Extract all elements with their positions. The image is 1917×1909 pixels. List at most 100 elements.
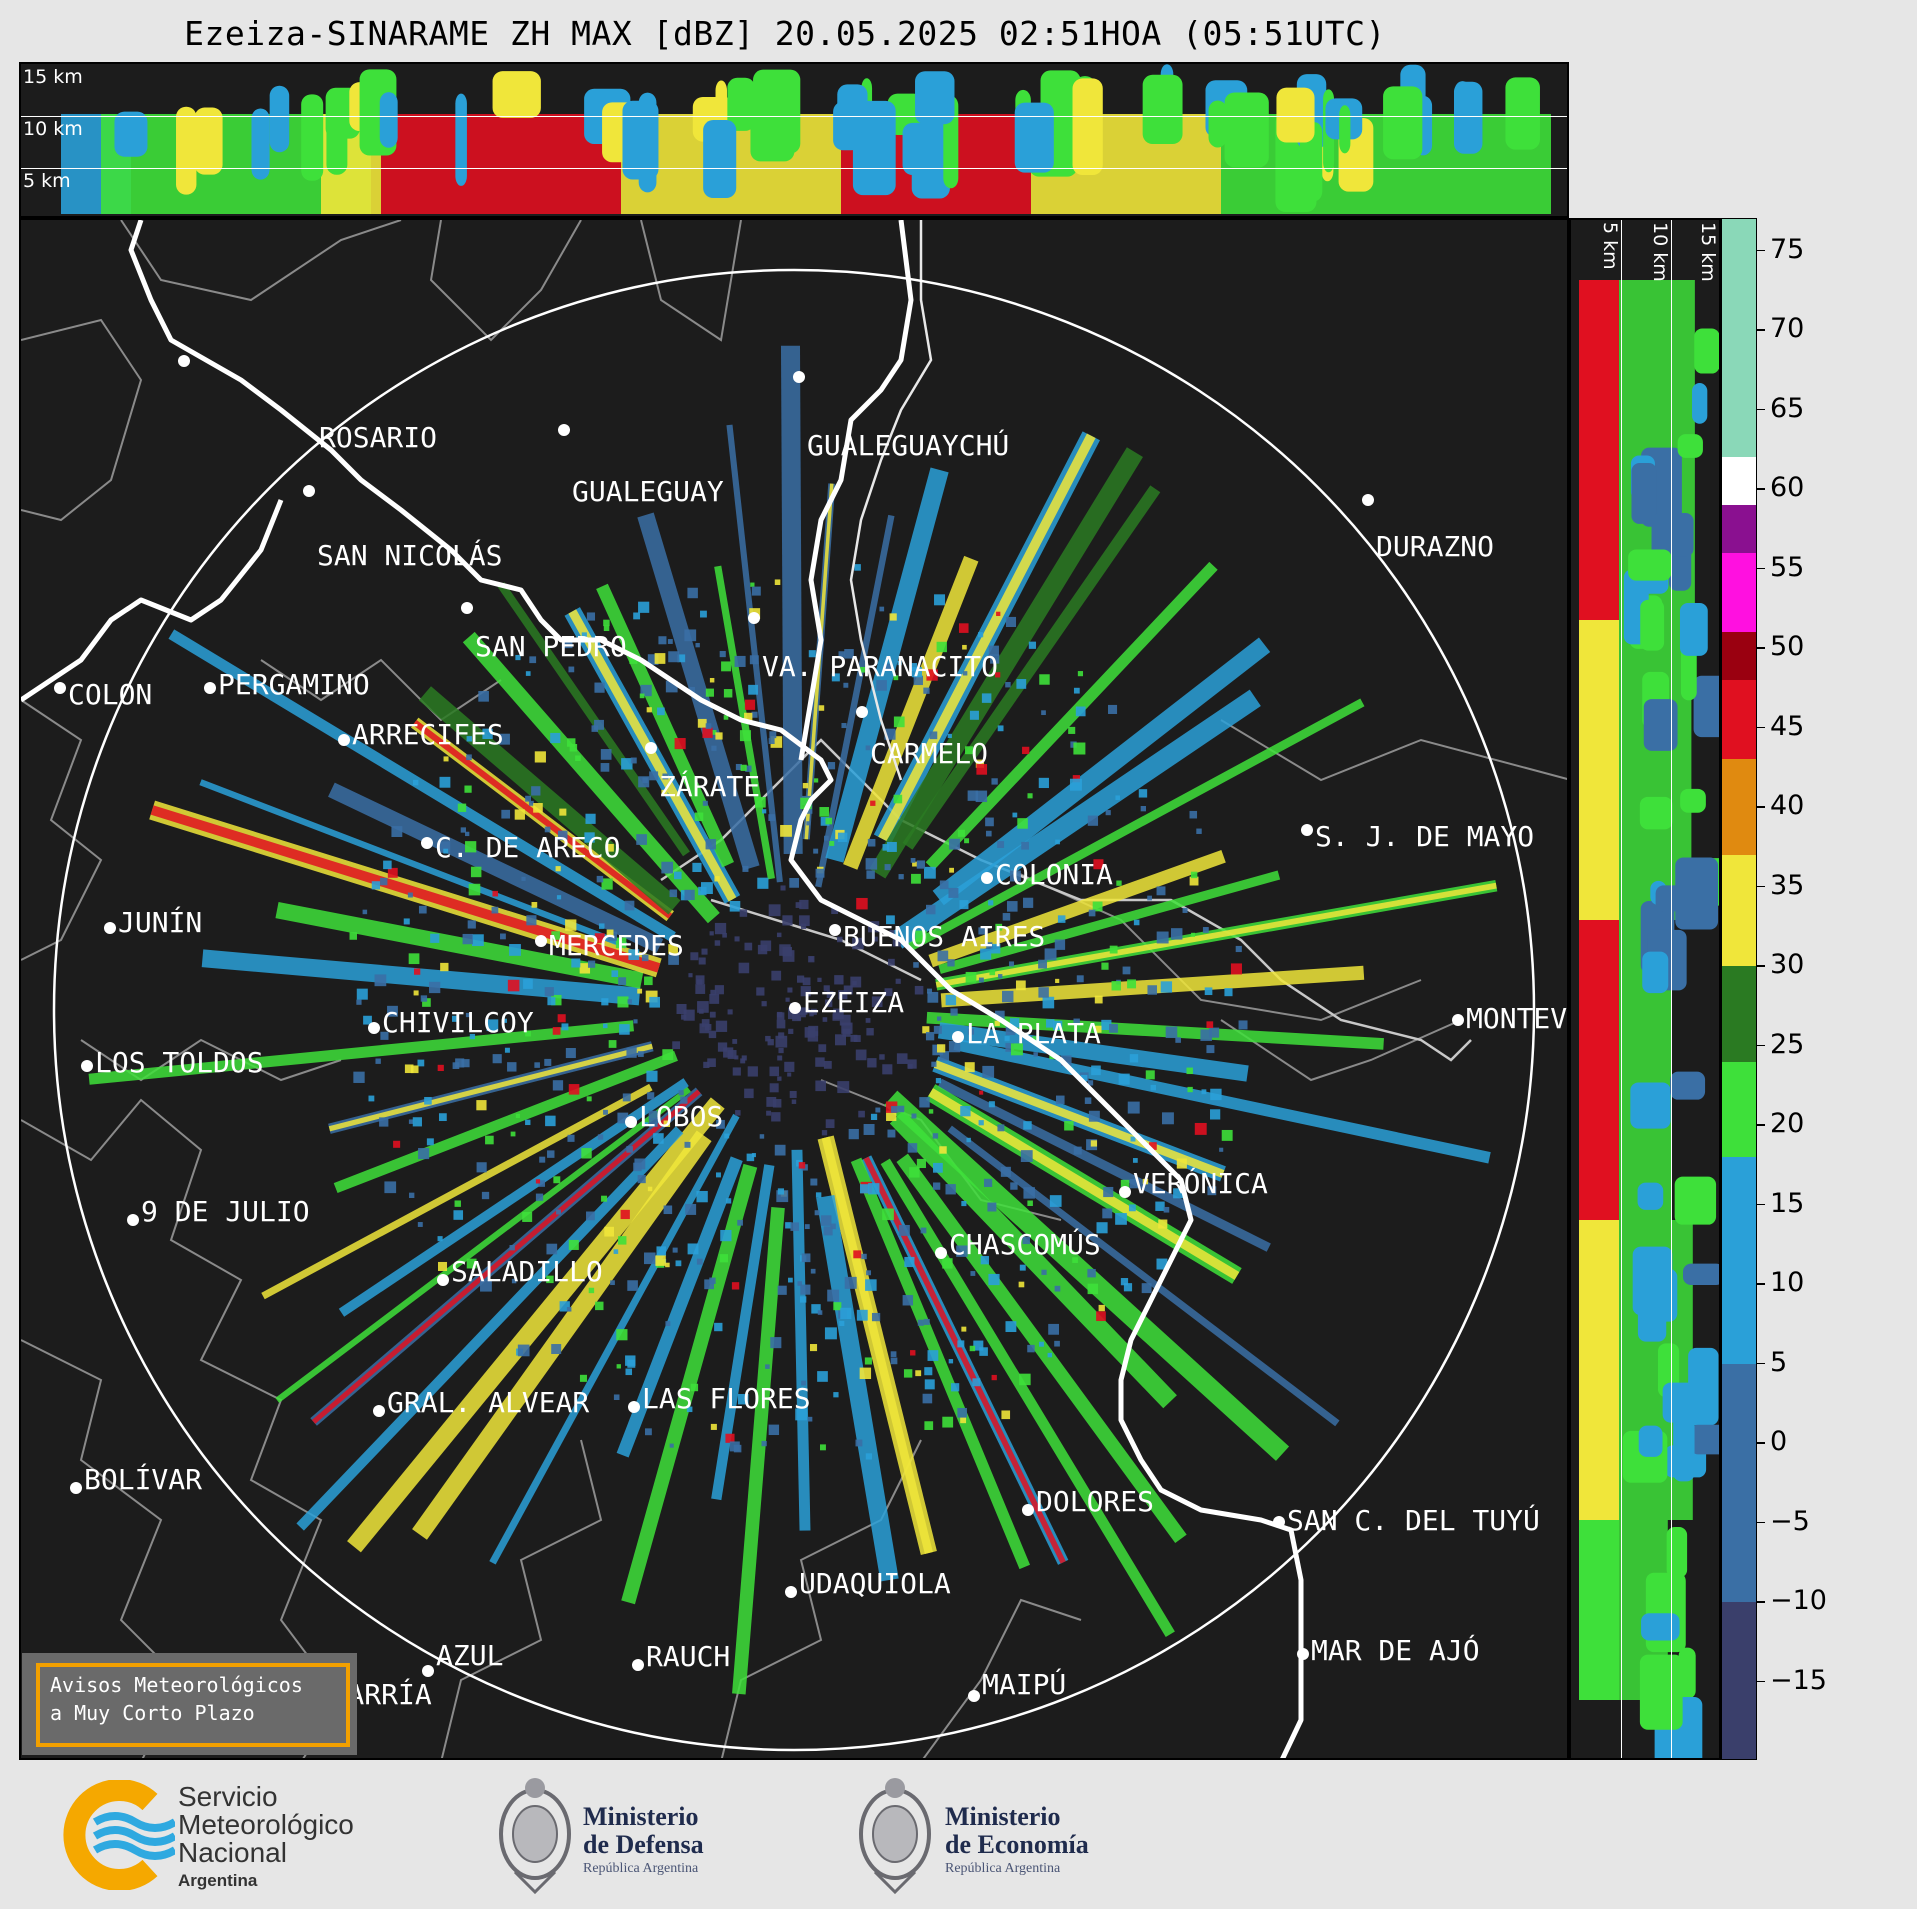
echo-cell [840,1307,852,1320]
echo-cell [893,794,903,804]
colorbar-tick-label: 15 [1770,1187,1805,1219]
echo-cell [653,1133,664,1144]
city-label: MAR DE AJÓ [1311,1634,1480,1667]
echo-cell [839,1014,851,1026]
echo-cell [1165,1026,1178,1039]
echo-cell [871,1312,881,1322]
side-echo-cell [1674,1176,1717,1225]
echo-cell [951,1383,960,1392]
echo-cell [775,1035,788,1048]
echo-cell [410,1065,419,1074]
echo-cell [387,1005,398,1017]
top-echo-cell [1142,74,1183,145]
echo-cell [808,650,816,658]
echo-cell [799,915,810,927]
echo-cell [957,1340,965,1348]
echo-cell [672,1041,681,1050]
echo-cell [568,666,575,673]
colorbar-tick-label: 65 [1770,392,1805,424]
echo-cell [810,1008,817,1015]
echo-cell [710,1423,717,1430]
echo-cell [1145,1070,1155,1080]
echo-ray [884,1090,1290,1461]
echo-ray [711,1164,775,1501]
echo-cell [556,1209,562,1215]
top-echo-cell [1339,105,1351,154]
echo-ray-core [933,1060,1225,1178]
top-echo-cell [727,77,756,131]
echo-cell [737,1219,743,1226]
echo-cell [838,651,845,658]
echo-cell [1158,1219,1168,1229]
colorbar-tick [1757,1362,1765,1365]
echo-cell [420,995,428,1002]
echo-cell [903,1369,913,1378]
alert-link[interactable]: Avisos Meteorológicos a Muy Corto Plazo [36,1663,350,1747]
echo-cell [727,1009,733,1015]
echo-cell [933,1025,942,1034]
echo-cell [565,1048,576,1059]
echo-cell [565,919,577,931]
echo-cell [689,686,695,693]
echo-ray [168,629,676,942]
echo-cell [1039,674,1050,685]
echo-cell [430,933,440,943]
echo-cell [861,1253,867,1260]
city-dot-17 [535,935,547,947]
radar-echo-clutter [349,564,1248,1460]
echo-cell [380,1031,389,1040]
altitude-label-10km-v: 10 km [1649,222,1671,282]
colorbar-segment [1722,505,1756,553]
echo-cell [844,1276,857,1289]
echo-cell [525,795,532,802]
echo-cell [375,1058,381,1064]
echo-cell [956,1245,968,1257]
echo-cell [855,1439,863,1447]
echo-cell [843,682,849,688]
side-echo-band [1579,620,1619,920]
echo-ray [891,689,1261,949]
echo-cell [702,800,708,806]
top-echo-cell [251,108,270,180]
echo-cell [663,1205,673,1215]
echo-cell [761,1001,767,1007]
echo-cell [939,880,949,890]
echo-cell [721,661,731,672]
echo-cell [608,1040,617,1048]
echo-cell [457,803,467,812]
echo-cell [429,981,441,994]
colorbar-tick-label: 30 [1770,949,1805,981]
echo-cell [998,974,1003,979]
echo-cell [1002,913,1011,921]
top-echo-cell [301,94,324,181]
echo-cell [1196,828,1202,834]
echo-cell [624,900,635,911]
city-dot-26 [935,1247,947,1259]
echo-cell [823,985,830,992]
echo-cell [467,920,476,929]
echo-cell [860,1184,870,1194]
echo-cell [1054,1340,1060,1347]
echo-cell [1073,1018,1080,1025]
echo-cell [853,1035,861,1042]
city-label: LOBOS [639,1100,724,1133]
echo-cell [744,1088,754,1099]
radar-map-panel[interactable]: ROSARIO GUALEGUAYCHÚ GUALEGUAY SAN NICOLÁS D… [19,218,1569,1760]
echo-cell [787,987,793,993]
alert-box[interactable]: Avisos Meteorológicos a Muy Corto Plazo [22,1653,357,1755]
echo-cell [374,974,387,987]
echo-cell [776,1190,789,1203]
echo-cell [782,915,793,926]
economia-line-1: Ministerio [945,1802,1061,1831]
city-label: BUENOS AIRES [843,920,1046,953]
echo-cell [648,1118,658,1127]
echo-ray [815,514,895,888]
echo-cell [601,998,609,1006]
echo-cell [868,1183,880,1195]
echo-cell [813,848,819,854]
echo-cell [942,1258,953,1269]
echo-cell [964,838,970,844]
echo-cell [687,1243,699,1255]
top-echo-cell [915,71,955,125]
echo-cell [896,1053,908,1064]
